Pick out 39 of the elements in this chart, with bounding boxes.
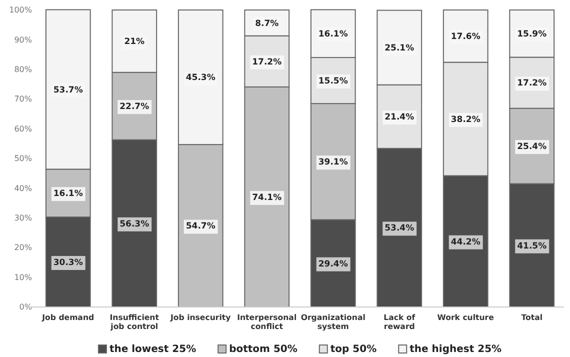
- data-label: 45.3%: [186, 73, 216, 84]
- data-label: 38.2%: [450, 114, 481, 125]
- data-label: 56.3%: [120, 219, 150, 230]
- data-label: 17.2%: [517, 78, 548, 89]
- data-label: 16.1%: [53, 189, 84, 200]
- y-tick-label: 100%: [9, 6, 32, 15]
- data-label: 74.1%: [252, 192, 282, 203]
- data-label: 25.4%: [517, 142, 548, 152]
- data-label: 22.7%: [120, 102, 150, 112]
- data-label: 41.5%: [517, 241, 548, 252]
- data-label: 29.4%: [318, 259, 348, 270]
- y-tick-label: 70%: [14, 94, 32, 104]
- data-label: 54.7%: [186, 222, 216, 232]
- data-label: 21.4%: [384, 112, 415, 123]
- y-tick-label: 10%: [14, 272, 32, 282]
- data-label: 53.7%: [53, 85, 84, 96]
- y-tick-label: 50%: [14, 154, 32, 164]
- data-label: 16.1%: [318, 30, 348, 40]
- data-label: 44.2%: [450, 237, 481, 248]
- y-tick-label: 20%: [14, 243, 32, 252]
- legend-label: top 50%: [330, 344, 377, 355]
- y-tick-label: 90%: [14, 35, 32, 44]
- y-tick-label: 60%: [14, 124, 32, 134]
- legend-label: bottom 50%: [229, 344, 298, 355]
- data-label: 53.4%: [384, 224, 415, 234]
- data-label: 30.3%: [53, 258, 84, 268]
- data-label: 21%: [124, 37, 146, 48]
- data-label: 17.6%: [450, 32, 481, 42]
- data-label: 17.2%: [252, 57, 282, 68]
- y-tick-label: 80%: [14, 64, 32, 74]
- data-label: 15.9%: [517, 30, 548, 40]
- data-label: 39.1%: [318, 158, 348, 168]
- y-tick-label: 30%: [14, 213, 32, 222]
- y-tick-label: 40%: [14, 184, 32, 193]
- data-label: 8.7%: [255, 18, 280, 29]
- data-label: 15.5%: [318, 76, 348, 87]
- legend-label: the highest 25%: [410, 344, 502, 355]
- data-label: 25.1%: [384, 44, 415, 54]
- legend-label: the lowest 25%: [109, 344, 196, 355]
